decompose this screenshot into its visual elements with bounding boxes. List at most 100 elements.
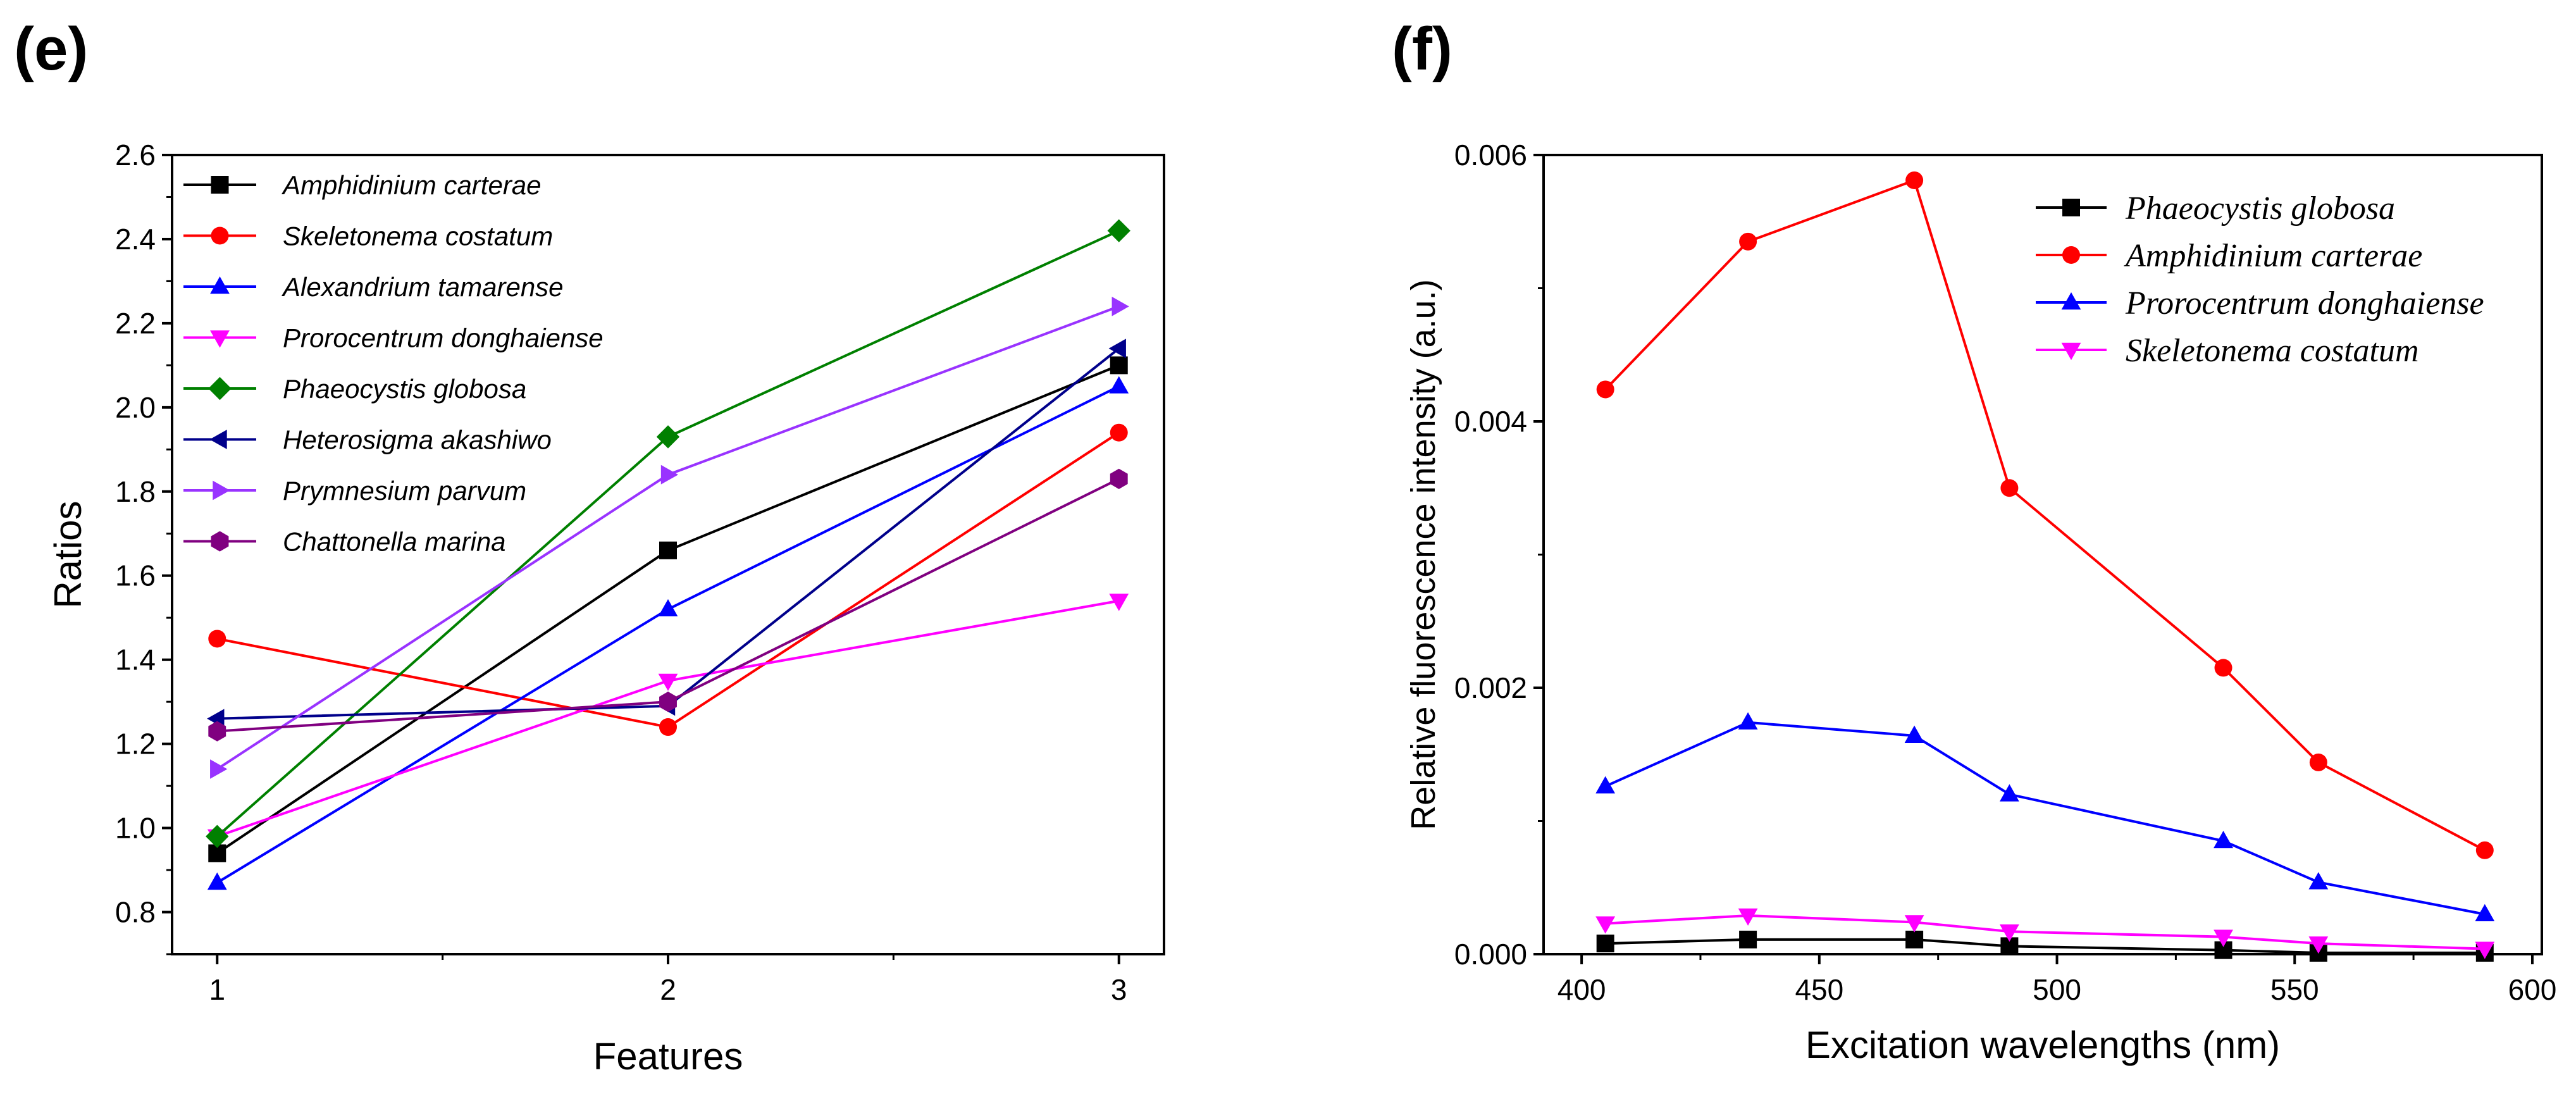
- chart-e-series-2: [207, 376, 1129, 890]
- chart-f-series-line: [1605, 938, 2485, 954]
- chart-e-series-line: [216, 385, 1120, 884]
- chart-f-x-tick-label: 550: [2270, 973, 2319, 1006]
- chart-e-data-point: [207, 872, 227, 890]
- chart-e-data-point: [1110, 423, 1128, 442]
- chart-e-data-point: [660, 464, 679, 485]
- chart-e-y-tick-label: 2.2: [115, 307, 156, 340]
- chart-e-x-axis-title: Features: [593, 1035, 743, 1078]
- chart-f-data-point: [1596, 380, 1614, 399]
- chart-f-y-tick-label: 0.002: [1454, 671, 1527, 704]
- chart-f-data-point: [2308, 936, 2329, 954]
- chart-f-data-point: [2000, 924, 2019, 942]
- chart-e-series-0: [208, 356, 1128, 862]
- chart-e-y-tick-label: 1.4: [115, 643, 156, 676]
- chart-e-legend-label: Chattonella marina: [283, 527, 506, 557]
- chart-f-series-line: [1604, 721, 2486, 916]
- chart-e-legend-marker: [208, 376, 232, 401]
- chart-f-data-point: [1904, 915, 1924, 933]
- chart-f-data-point: [1738, 712, 1758, 730]
- chart-e-data-point: [208, 844, 226, 862]
- chart-f-data-point: [1904, 725, 1924, 743]
- chart-f-y-axis-title: Relative fluorescence intensity (a.u.): [1404, 279, 1442, 830]
- chart-f-data-point: [2475, 904, 2495, 922]
- chart-e-data-point: [206, 824, 229, 848]
- chart-f-data-point: [1739, 232, 1757, 251]
- chart-e-legend-marker: [209, 430, 227, 449]
- chart-e-y-tick-label: 0.8: [115, 896, 156, 929]
- chart-f-y-tick-label: 0.006: [1454, 139, 1527, 171]
- chart-f-series-2: [1595, 712, 2495, 922]
- chart-f-series-line: [1604, 178, 2486, 852]
- chart-f: 400 450 500 550 600 0.000 0.002 0.004 0.006 Excit…: [1404, 139, 2556, 1066]
- chart-e: 1 2 3 0.8 1.0 1.2 1.4 1.6 1.8 2.0 2.2 2.4 2.6 Feature…: [47, 139, 1165, 1078]
- chart-e-y-tick-label: 2.6: [115, 139, 156, 171]
- chart-f-data-point: [2308, 872, 2329, 890]
- chart-e-y-tick-label: 1.0: [115, 812, 156, 845]
- chart-e-data-point: [659, 541, 677, 559]
- chart-e-data-point: [1112, 296, 1129, 316]
- chart-f-data-point: [2214, 941, 2232, 959]
- chart-e-data-point: [208, 721, 226, 742]
- chart-f-data-point: [2214, 659, 2232, 677]
- chart-f-y-tick-label: 0.000: [1454, 938, 1527, 971]
- chart-e-y-tick-label: 1.6: [115, 559, 156, 592]
- chart-f-legend-label: Phaeocystis globosa: [2125, 190, 2395, 227]
- chart-f-x-axis-title: Excitation wavelengths (nm): [1805, 1024, 2280, 1066]
- chart-e-y-tick-label: 1.8: [115, 475, 156, 508]
- chart-e-legend-label: Phaeocystis globosa: [283, 374, 526, 404]
- chart-e-legend-marker: [211, 531, 229, 552]
- chart-e-data-point: [1108, 339, 1126, 359]
- chart-e-legend-label: Prorocentrum donghaiense: [283, 323, 604, 353]
- chart-e-series-7: [208, 468, 1128, 742]
- chart-f-data-point: [2214, 830, 2233, 848]
- chart-f-series-1: [1596, 171, 2494, 859]
- chart-f-legend-label: Amphidinium carterae: [2124, 238, 2422, 274]
- chart-f-data-point: [2475, 942, 2495, 959]
- chart-e-x-tick-label: 2: [660, 973, 676, 1006]
- chart-f-data-point: [1905, 171, 1924, 189]
- chart-e-data-point: [656, 425, 680, 449]
- chart-e-y-tick-label: 2.4: [115, 223, 156, 256]
- chart-f-data-point: [1738, 908, 1758, 926]
- chart-e-data-point: [658, 673, 678, 692]
- chart-f-data-point: [2000, 479, 2019, 497]
- chart-e-legend-marker: [213, 480, 230, 500]
- chart-f-legend-label: Skeletonema costatum: [2126, 333, 2419, 369]
- chart-e-data-point: [1110, 468, 1128, 489]
- chart-f-legend-marker: [2062, 246, 2080, 264]
- chart-f-plot-frame: [1542, 154, 2543, 955]
- panel-label-e: (e): [14, 15, 88, 83]
- chart-f-x-tick-label: 450: [1795, 973, 1843, 1006]
- chart-e-legend-marker: [211, 227, 229, 245]
- chart-e-data-point: [1109, 376, 1129, 394]
- chart-f-data-point: [1596, 935, 1614, 953]
- chart-e-legend-label: Heterosigma akashiwo: [283, 425, 552, 455]
- chart-f-data-point: [1739, 930, 1757, 948]
- chart-f-legend-marker: [2061, 292, 2081, 310]
- chart-e-legend-marker: [210, 330, 230, 348]
- chart-f-data-point: [2475, 841, 2494, 859]
- chart-e-y-tick-label: 2.0: [115, 391, 156, 424]
- chart-e-legend-label: Prymnesium parvum: [283, 476, 526, 506]
- chart-e-legend-marker: [211, 176, 229, 194]
- chart-e-legend-label: Amphidinium carterae: [281, 170, 542, 200]
- chart-e-series-4: [206, 219, 1130, 848]
- chart-f-y-tick-label: 0.004: [1454, 405, 1527, 438]
- chart-f-series-3: [1595, 908, 2495, 959]
- chart-e-data-point: [208, 630, 226, 648]
- chart-f-data-point: [2000, 784, 2019, 802]
- chart-e-x-tick-label: 1: [209, 973, 225, 1006]
- chart-f-series-0: [1596, 930, 2494, 962]
- chart-f-series-line: [1605, 914, 2485, 950]
- chart-f-x-tick-label: 400: [1557, 973, 1606, 1006]
- chart-f-data-point: [2309, 753, 2327, 771]
- chart-e-data-point: [1107, 219, 1130, 242]
- chart-f-data-point: [1595, 916, 1616, 934]
- chart-e-legend-label: Skeletonema costatum: [283, 221, 553, 251]
- chart-e-data-point: [659, 718, 677, 737]
- chart-e-data-point: [659, 692, 677, 712]
- chart-e-data-point: [658, 599, 678, 617]
- chart-e-x-tick-label: 3: [1111, 973, 1127, 1006]
